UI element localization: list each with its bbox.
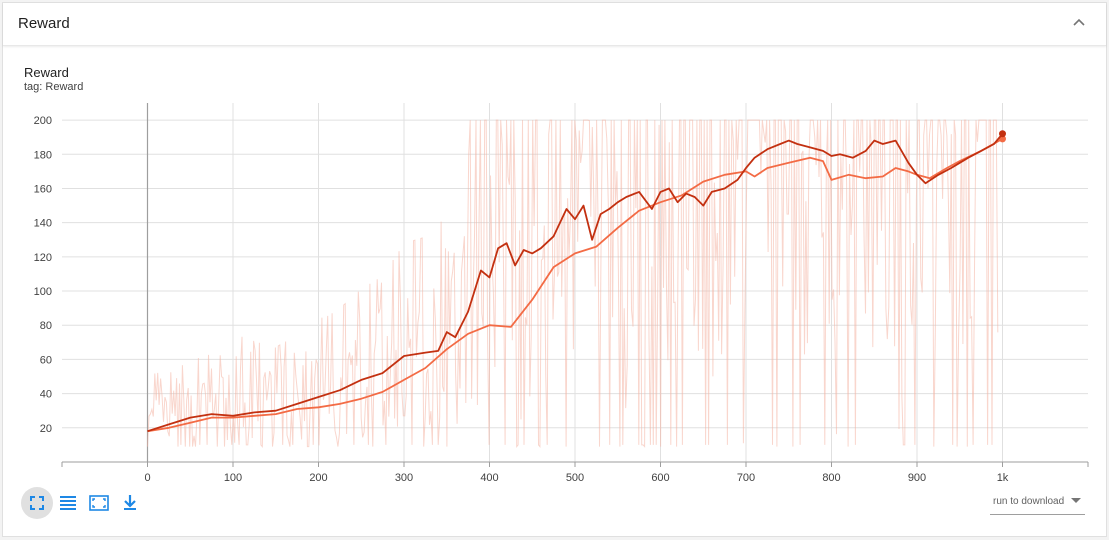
y-tick-label: 60: [40, 354, 52, 366]
card-header-title: Reward: [18, 15, 70, 32]
chart-title: Reward: [24, 65, 69, 80]
y-tick-label: 180: [34, 149, 52, 161]
x-tick-label: 500: [566, 472, 584, 484]
x-tick-label: 200: [309, 472, 327, 484]
run-to-download-select[interactable]: run to download: [990, 494, 1085, 515]
x-tick-label: 0: [144, 472, 150, 484]
expand-chart-icon[interactable]: [83, 487, 115, 519]
series-line-smoothed-light: [147, 138, 1003, 433]
y-tick-label: 200: [34, 115, 52, 127]
chevron-down-icon: [1071, 498, 1081, 503]
y-tick-label: 120: [34, 252, 52, 264]
series-line-smoothed-dark: [147, 133, 1004, 433]
x-tick-label: 1k: [997, 472, 1009, 484]
fit-domain-icon[interactable]: [21, 487, 53, 519]
run-to-download-label: run to download: [993, 496, 1065, 507]
y-tick-label: 140: [34, 218, 52, 230]
y-tick-label: 20: [40, 423, 52, 435]
y-tick-label: 40: [40, 389, 52, 401]
chevron-up-icon[interactable]: [1070, 14, 1088, 32]
x-tick-label: 600: [651, 472, 669, 484]
download-icon[interactable]: [114, 487, 146, 519]
x-tick-label: 300: [395, 472, 413, 484]
y-tick-label: 100: [34, 286, 52, 298]
card-header: Reward: [3, 3, 1106, 46]
x-tick-label: 100: [224, 472, 242, 484]
chart-tag: tag: Reward: [24, 81, 84, 93]
raw-reward-line: [147, 119, 999, 448]
series-endpoint-smoothed-dark: [999, 130, 1006, 138]
y-tick-label: 80: [40, 320, 52, 332]
x-tick-label: 900: [908, 472, 926, 484]
y-tick-label: 160: [34, 183, 52, 195]
x-tick-label: 700: [737, 472, 755, 484]
toggle-log-scale-icon[interactable]: [52, 487, 84, 519]
x-tick-label: 400: [480, 472, 498, 484]
x-tick-label: 800: [822, 472, 840, 484]
